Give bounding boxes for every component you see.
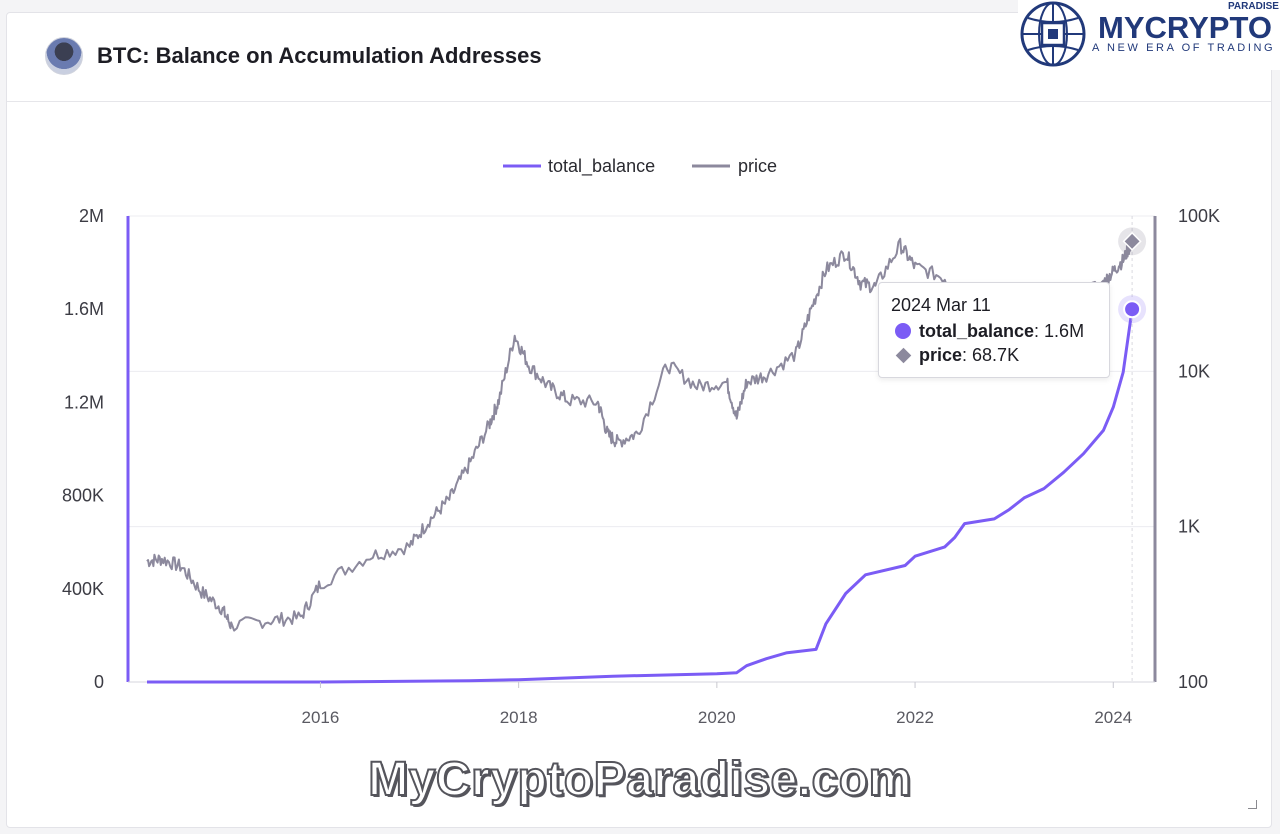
y-left-tick-label: 0 [94, 672, 104, 692]
tooltip-date: 2024 Mar 11 [891, 295, 991, 315]
y-left-tick-label: 1.6M [64, 299, 104, 319]
legend-label-total-balance[interactable]: total_balance [548, 156, 655, 177]
tooltip-value: : 68.7K [962, 345, 1020, 365]
tooltip-value: : 1.6M [1034, 321, 1085, 341]
brand-name: MYCRYPTO [1098, 10, 1272, 45]
y-left-tick-label: 1.2M [64, 392, 104, 412]
watermark-text: MyCryptoParadise.com [367, 752, 912, 807]
y-left-tick-label: 2M [79, 206, 104, 226]
resize-handle-icon[interactable] [1248, 800, 1257, 809]
brand-tagline: A NEW ERA OF TRADING [1092, 42, 1276, 54]
chart-title: BTC: Balance on Accumulation Addresses [97, 43, 542, 68]
marker-price [1122, 231, 1142, 251]
x-tick-label: 2020 [698, 708, 736, 727]
y-right-tick-label: 10K [1178, 361, 1210, 381]
x-tick-label: 2022 [896, 708, 934, 727]
x-tick-label: 2018 [500, 708, 538, 727]
tooltip-row-total-balance: total_balance: 1.6M [895, 321, 1084, 342]
x-tick-label: 2016 [302, 708, 340, 727]
x-tick-label: 2024 [1094, 708, 1132, 727]
y-left-tick-label: 800K [62, 486, 104, 506]
tick-labels: 0 400K 800K 1.2M 1.6M 2M 100 1K 10K 100K 2016 2018 2… [62, 206, 1220, 727]
y-right-tick-label: 100 [1178, 672, 1208, 692]
chart-legend: total_balance price [503, 156, 777, 177]
chart-tooltip: 2024 Mar 11 total_balance: 1.6M price: 6… [878, 282, 1110, 378]
brand-logo: PARADISE MYCRYPTO A NEW ERA OF TRADING [1018, 0, 1280, 70]
marker-total-balance [1123, 300, 1142, 319]
chart-card: BTC: Balance on Accumulation Addresses [6, 12, 1272, 828]
tooltip-row-price: price: 68.7K [895, 345, 1019, 366]
tooltip-dot-icon [895, 323, 911, 339]
y-right-tick-label: 100K [1178, 206, 1220, 226]
legend-label-price[interactable]: price [738, 156, 777, 176]
hover-markers [1118, 216, 1147, 682]
tooltip-label: total_balance [919, 321, 1035, 341]
y-left-tick-label: 400K [62, 579, 104, 599]
tooltip-label: price [919, 345, 963, 365]
brand-super: PARADISE [1228, 1, 1279, 12]
globe-chip-icon [1020, 1, 1086, 67]
author-avatar[interactable] [45, 37, 83, 75]
y-right-tick-label: 1K [1178, 517, 1200, 537]
tooltip-diamond-icon [895, 347, 912, 364]
series-line-total-balance [147, 308, 1134, 684]
card-header: BTC: Balance on Accumulation Addresses [7, 13, 1271, 102]
